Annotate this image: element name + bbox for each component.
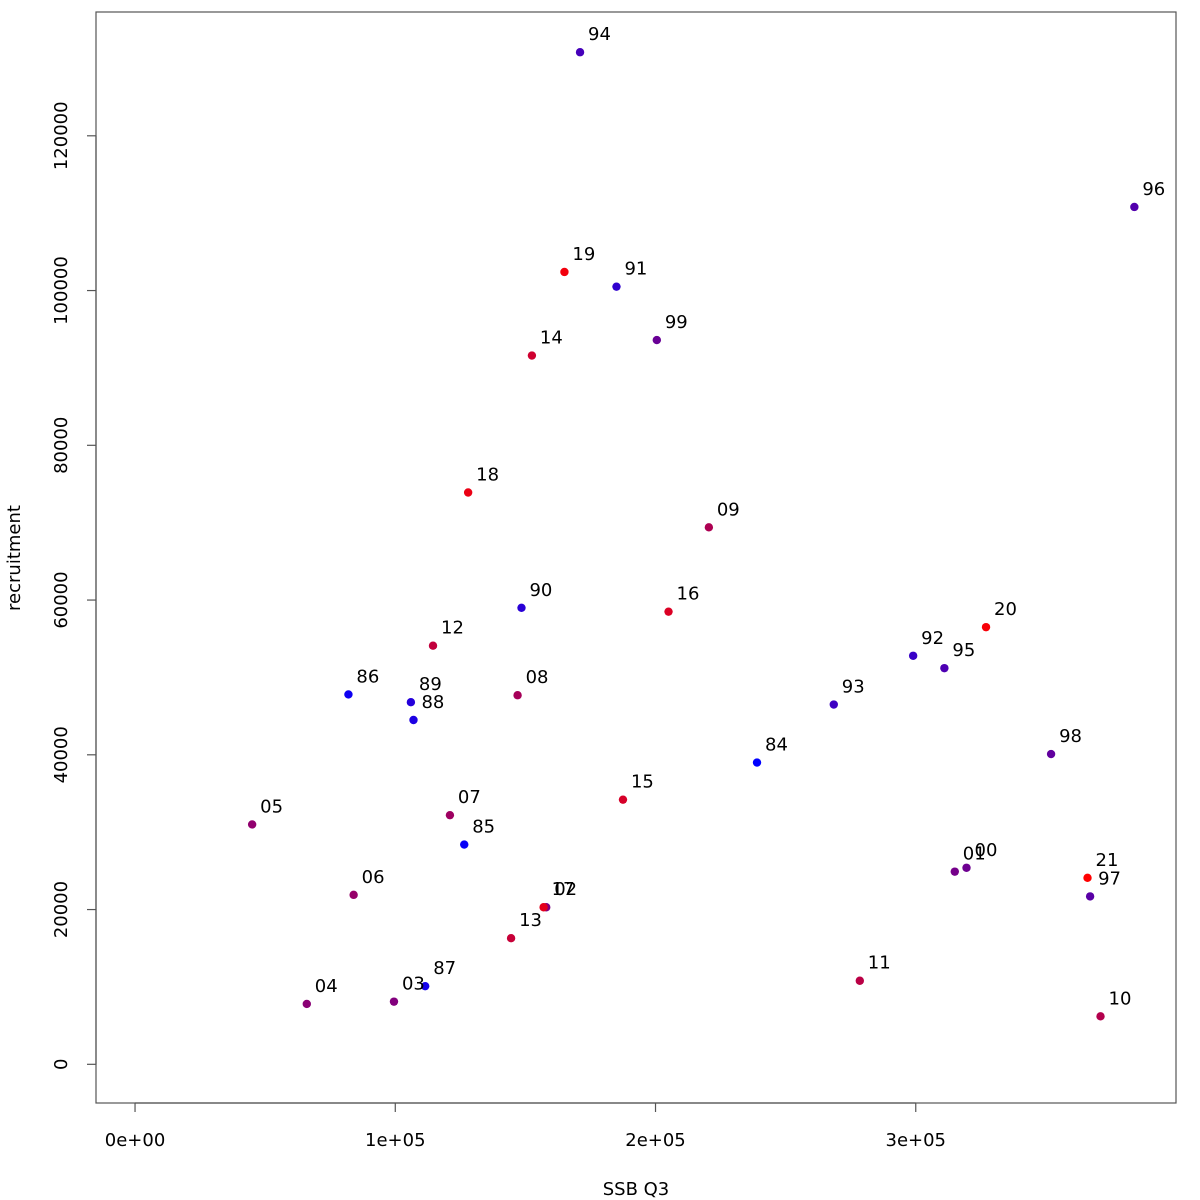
point-label-87: 87 — [433, 958, 456, 979]
point-17 — [539, 903, 548, 912]
point-label-89: 89 — [419, 674, 442, 695]
point-label-02: 02 — [554, 879, 577, 900]
point-90 — [517, 603, 526, 612]
plot-frame — [95, 11, 1177, 1104]
point-label-17: 17 — [552, 879, 575, 900]
x-tick-label: 3e+05 — [886, 1130, 947, 1151]
point-label-21: 21 — [1096, 850, 1119, 871]
point-91 — [612, 282, 621, 291]
y-tick-label: 80000 — [51, 417, 72, 474]
point-label-04: 04 — [315, 976, 338, 997]
y-tick-label: 100000 — [51, 256, 72, 325]
point-label-93: 93 — [842, 677, 865, 698]
point-label-05: 05 — [260, 796, 283, 817]
point-label-15: 15 — [631, 772, 654, 793]
y-axis: 0 20000 40000 60000 80000 100000 120000 — [51, 101, 97, 1070]
y-axis-label: recruitment — [4, 505, 25, 611]
point-label-88: 88 — [421, 692, 444, 713]
y-tick-label: 0 — [51, 1059, 72, 1070]
point-label-84: 84 — [765, 735, 788, 756]
point-84 — [752, 758, 762, 767]
point-label-19: 19 — [572, 244, 595, 265]
point-label-86: 86 — [356, 666, 379, 687]
point-21 — [1083, 873, 1092, 883]
point-label-95: 95 — [952, 640, 975, 661]
point-07 — [445, 810, 455, 820]
x-tick-label: 0e+00 — [105, 1130, 166, 1151]
point-label-92: 92 — [921, 628, 944, 649]
point-96 — [1130, 202, 1139, 212]
point-14 — [527, 351, 537, 360]
point-94 — [575, 48, 585, 57]
point-16 — [664, 607, 673, 616]
x-axis: 0e+00 1e+05 2e+05 3e+05 — [105, 1102, 947, 1151]
point-93 — [829, 700, 838, 709]
y-tick-label: 60000 — [51, 571, 72, 628]
point-20 — [981, 622, 991, 632]
point-08 — [513, 691, 522, 700]
point-99 — [652, 335, 662, 345]
point-18 — [463, 488, 473, 497]
point-09 — [704, 523, 714, 532]
point-97 — [1085, 892, 1095, 901]
point-label-94: 94 — [588, 24, 611, 45]
point-87 — [421, 981, 430, 991]
point-label-98: 98 — [1059, 726, 1082, 747]
point-04 — [302, 999, 311, 1009]
point-label-11: 11 — [868, 953, 891, 974]
point-label-10: 10 — [1109, 988, 1132, 1009]
point-label-97: 97 — [1098, 868, 1121, 889]
point-11 — [855, 976, 865, 985]
point-label-18: 18 — [476, 465, 499, 486]
point-label-03: 03 — [402, 974, 425, 995]
point-label-91: 91 — [624, 259, 647, 280]
y-tick-label: 40000 — [51, 726, 72, 783]
point-85 — [460, 840, 469, 849]
point-86 — [344, 690, 353, 699]
point-01 — [950, 867, 959, 876]
point-label-85: 85 — [472, 817, 495, 838]
point-label-08: 08 — [526, 667, 549, 688]
point-88 — [409, 715, 418, 725]
point-label-09: 09 — [717, 499, 740, 520]
x-axis-label: SSB Q3 — [603, 1179, 670, 1200]
point-13 — [506, 933, 516, 943]
point-label-90: 90 — [529, 580, 552, 601]
point-12 — [428, 641, 438, 650]
y-tick-label: 120000 — [51, 101, 72, 170]
point-06 — [349, 890, 358, 900]
point-label-12: 12 — [441, 618, 464, 639]
point-19 — [560, 267, 569, 277]
point-15 — [618, 795, 628, 804]
point-label-06: 06 — [362, 867, 385, 888]
point-95 — [940, 663, 949, 673]
point-label-99: 99 — [665, 312, 688, 333]
y-tick-label: 20000 — [51, 881, 72, 938]
point-label-07: 07 — [458, 787, 481, 808]
point-98 — [1046, 749, 1056, 759]
point-label-20: 20 — [994, 599, 1017, 620]
point-label-14: 14 — [540, 328, 563, 349]
point-label-13: 13 — [519, 910, 542, 931]
point-label-01: 01 — [963, 844, 986, 865]
x-tick-label: 2e+05 — [625, 1130, 686, 1151]
point-label-96: 96 — [1142, 179, 1165, 200]
point-00 — [962, 863, 971, 872]
point-label-16: 16 — [677, 584, 700, 605]
point-92 — [908, 651, 918, 660]
point-89 — [406, 697, 416, 707]
point-10 — [1096, 1012, 1105, 1021]
data-points — [247, 48, 1139, 1021]
x-tick-label: 1e+05 — [365, 1130, 426, 1151]
point-label-00: 00 — [975, 840, 998, 861]
point-03 — [389, 997, 399, 1006]
point-05 — [247, 820, 257, 829]
